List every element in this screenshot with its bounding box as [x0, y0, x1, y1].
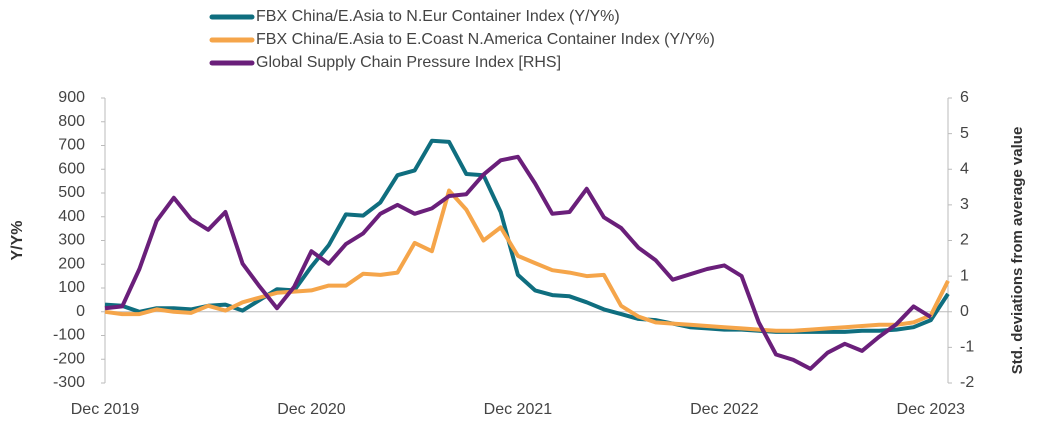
series-line — [104, 188, 950, 333]
y-tick-label: 600 — [58, 160, 85, 177]
y2-tick-label: 0 — [960, 303, 969, 320]
y-tick-label: -100 — [53, 327, 85, 344]
y-tick-label: -300 — [53, 374, 85, 391]
y-tick-label: 0 — [76, 303, 85, 320]
y-tick-label: 100 — [58, 279, 85, 296]
legend-label: Global Supply Chain Pressure Index [RHS] — [256, 54, 561, 71]
x-tick-label: Dec 2020 — [277, 401, 346, 418]
y-tick-label: -200 — [53, 350, 85, 367]
y-tick-label: 200 — [58, 255, 85, 272]
x-tick-label: Dec 2023 — [897, 401, 966, 418]
x-tick-label: Dec 2019 — [71, 401, 140, 418]
x-tick-label: Dec 2021 — [484, 401, 553, 418]
y2-tick-label: 3 — [960, 196, 969, 213]
y2-tick-label: 4 — [960, 160, 969, 177]
y-axis-label: Y/Y% — [9, 220, 26, 260]
y2-tick-label: 6 — [960, 89, 969, 106]
y2-tick-label: 5 — [960, 125, 969, 142]
series-line — [104, 138, 950, 334]
legend-label: FBX China/E.Asia to N.Eur Container Inde… — [256, 8, 620, 25]
y-tick-label: 300 — [58, 232, 85, 249]
legend-label: FBX China/E.Asia to E.Coast N.America Co… — [256, 31, 715, 48]
x-tick-label: Dec 2022 — [690, 401, 759, 418]
y2-tick-label: -1 — [960, 339, 974, 356]
y2-tick-label: 1 — [960, 267, 969, 284]
y-tick-label: 400 — [58, 208, 85, 225]
y-tick-label: 800 — [58, 113, 85, 130]
y2-tick-label: -2 — [960, 374, 974, 391]
series-line — [104, 154, 932, 371]
y2-tick-label: 2 — [960, 232, 969, 249]
y-tick-label: 500 — [58, 184, 85, 201]
y2-axis-label: Std. deviations from average value — [1009, 127, 1026, 375]
y-tick-label: 700 — [58, 137, 85, 154]
y-tick-label: 900 — [58, 89, 85, 106]
